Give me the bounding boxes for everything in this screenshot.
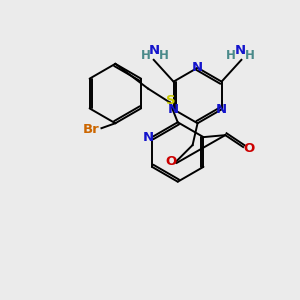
Text: Br: Br: [83, 123, 100, 136]
Text: H: H: [226, 50, 236, 62]
Text: N: N: [149, 44, 160, 57]
Text: H: H: [141, 50, 151, 62]
Text: H: H: [245, 50, 255, 62]
Text: N: N: [216, 103, 227, 116]
Text: N: N: [192, 61, 203, 74]
Text: N: N: [235, 44, 246, 57]
Text: O: O: [165, 155, 176, 168]
Text: N: N: [168, 103, 179, 116]
Text: H: H: [159, 50, 169, 62]
Text: O: O: [243, 142, 255, 154]
Text: S: S: [166, 94, 175, 107]
Text: N: N: [142, 130, 154, 144]
